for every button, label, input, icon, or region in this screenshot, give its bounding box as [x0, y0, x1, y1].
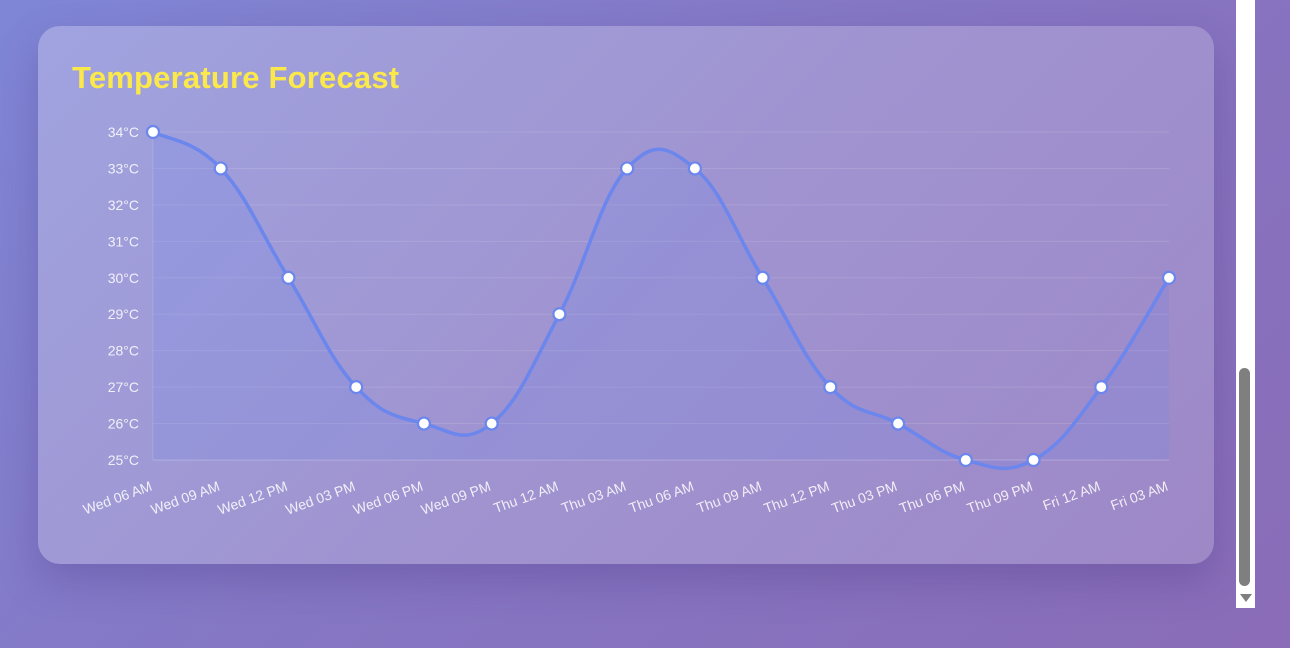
scroll-down-arrow-icon[interactable]	[1240, 594, 1252, 602]
x-tick-label: Thu 03 PM	[829, 478, 899, 516]
x-tick-label: Wed 06 AM	[81, 478, 154, 518]
x-tick-label: Thu 06 PM	[897, 478, 967, 516]
y-tick-label: 29°C	[108, 306, 139, 322]
x-tick-label: Wed 12 PM	[216, 478, 290, 518]
series-line	[152, 130, 1171, 471]
scrollbar-thumb[interactable]	[1239, 368, 1250, 586]
chart-title: Temperature Forecast	[72, 60, 400, 95]
data-point	[1094, 380, 1109, 395]
chart-card: Temperature Forecast 25°C 26°C 27°C 28°C 29°…	[38, 26, 1214, 564]
data-point	[349, 380, 364, 395]
temperature-chart: 25°C 26°C 27°C 28°C 29°C 30°C 31°C 32°C 33°C 34°C…	[81, 124, 1177, 518]
series-area	[153, 132, 1169, 469]
x-tick-label: Thu 12 PM	[762, 478, 832, 516]
data-point	[552, 307, 567, 322]
data-point	[213, 161, 228, 176]
x-tick-label: Thu 12 AM	[491, 478, 560, 516]
x-tick-label: Thu 03 AM	[559, 478, 628, 516]
x-tick-label: Thu 09 PM	[965, 478, 1035, 516]
data-point	[1161, 270, 1177, 285]
data-point	[755, 270, 770, 285]
y-tick-label: 33°C	[108, 160, 139, 176]
data-point	[958, 452, 973, 468]
y-tick-label: 30°C	[108, 270, 139, 286]
data-point	[890, 416, 906, 431]
data-point	[416, 416, 432, 431]
y-tick-label: 25°C	[108, 452, 139, 468]
data-point	[1026, 452, 1041, 468]
x-tick-label: Wed 03 PM	[283, 478, 357, 518]
y-tick-label: 28°C	[108, 343, 139, 359]
x-tick-label: Wed 06 PM	[351, 478, 425, 518]
x-tick-label: Thu 06 AM	[627, 478, 696, 516]
x-tick-label: Wed 09 AM	[149, 478, 222, 518]
data-point	[484, 416, 499, 431]
data-point	[620, 161, 635, 176]
x-tick-label: Fri 03 AM	[1108, 478, 1170, 514]
x-tick-label: Thu 09 AM	[695, 478, 764, 516]
y-tick-label: 27°C	[108, 379, 139, 395]
data-point	[281, 270, 296, 285]
data-point	[823, 380, 838, 395]
y-tick-label: 34°C	[108, 124, 139, 140]
x-tick-label: Wed 09 PM	[419, 478, 493, 518]
y-tick-label: 26°C	[108, 416, 139, 432]
y-tick-label: 32°C	[108, 197, 139, 213]
y-tick-label: 31°C	[108, 233, 139, 249]
scrollbar[interactable]	[1236, 0, 1255, 608]
x-tick-label: Fri 12 AM	[1041, 478, 1103, 514]
data-point	[687, 161, 702, 176]
data-point	[145, 124, 161, 140]
